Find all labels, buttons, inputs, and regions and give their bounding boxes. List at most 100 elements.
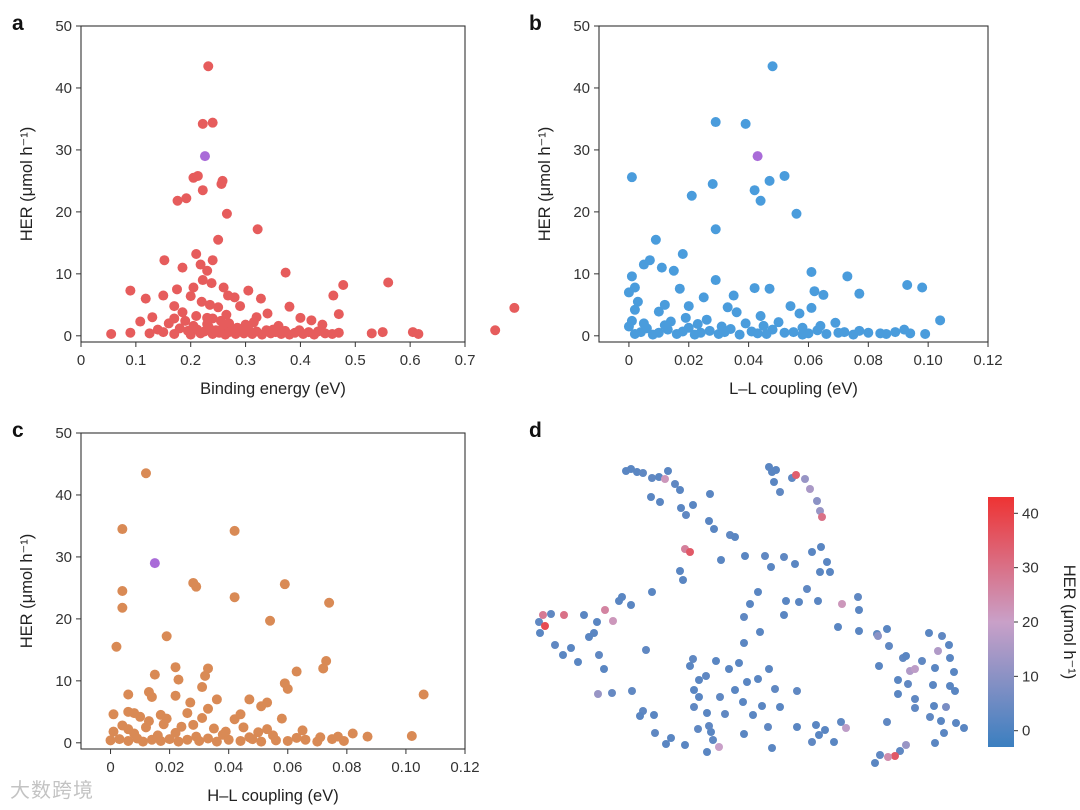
embedding-point [834, 623, 842, 631]
embedding-point [689, 655, 697, 663]
data-point [626, 172, 637, 183]
scatter-panel-c: 0 0.02 0.04 0.06 0.08 0.10 0.12 0 10 20 30 40 50 H–L … [18, 425, 480, 805]
embedding-point [876, 751, 884, 759]
data-point [170, 690, 181, 701]
data-point [755, 310, 766, 321]
embedding-point [767, 563, 775, 571]
data-point [692, 319, 703, 330]
embedding-point [911, 704, 919, 712]
data-point [935, 315, 946, 326]
embedding-point [771, 685, 779, 693]
embedding-point [642, 646, 650, 654]
embedding-point [740, 639, 748, 647]
embedding-point [740, 613, 748, 621]
embedding-point [782, 597, 790, 605]
data-point [200, 670, 211, 681]
data-point [327, 734, 338, 745]
data-point [146, 734, 157, 745]
data-point [252, 224, 263, 235]
y-axis-label: HER (μmol h⁻¹) [536, 127, 554, 241]
data-point [761, 328, 772, 339]
embedding-point [911, 695, 919, 703]
data-point [135, 316, 146, 327]
embedding-point [648, 588, 656, 596]
data-point [785, 301, 796, 312]
data-point [677, 249, 688, 260]
data-point [347, 728, 358, 739]
colorbar-tick-label: 0 [1022, 723, 1030, 740]
embedding-point [951, 687, 959, 695]
data-point [291, 732, 302, 743]
data-point [413, 328, 424, 339]
embedding-point [911, 665, 919, 673]
embedding-point [770, 478, 778, 486]
embedding-point [795, 598, 803, 606]
data-point [182, 708, 193, 719]
embedding-point [904, 680, 912, 688]
data-point [854, 288, 865, 299]
data-point [108, 726, 119, 737]
embedding-point [823, 558, 831, 566]
data-point [629, 304, 640, 315]
data-point [176, 721, 187, 732]
embedding-point [535, 618, 543, 626]
data-point [253, 727, 264, 738]
y-tick-label: 20 [55, 204, 72, 221]
data-point [158, 327, 169, 338]
plot-frame [80, 25, 466, 343]
x-tick-label: 0.3 [235, 352, 256, 369]
data-point [229, 525, 240, 536]
embedding-point [715, 743, 723, 751]
embedding-point [826, 568, 834, 576]
embedding-point [754, 675, 762, 683]
embedding-point [854, 593, 862, 601]
embedding-point [756, 628, 764, 636]
data-point [125, 327, 136, 338]
embedding-point [650, 711, 658, 719]
embedding-point [931, 664, 939, 672]
embedding-point [813, 497, 821, 505]
data-point [229, 592, 240, 603]
embedding-point [815, 731, 823, 739]
data-point [180, 315, 191, 326]
embedding-point [628, 687, 636, 695]
x-tick-label: 0.02 [674, 352, 703, 369]
embedding-point [739, 698, 747, 706]
data-point [779, 327, 790, 338]
embedding-point [580, 611, 588, 619]
x-axis-label: Binding energy (eV) [200, 380, 346, 398]
y-tick-label: 20 [55, 611, 72, 628]
data-point [362, 731, 373, 742]
data-point [680, 312, 691, 323]
data-point [677, 326, 688, 337]
data-point [211, 736, 222, 747]
panel-label-b: b [529, 12, 542, 35]
watermark-text: 大数跨境 [10, 778, 94, 802]
data-point [698, 292, 709, 303]
data-point [791, 208, 802, 219]
data-point [174, 323, 185, 334]
colorbar: HER (μmol h⁻¹) 0 10 20 30 40 [988, 497, 1078, 747]
y-axis-label: HER (μmol h⁻¹) [18, 534, 36, 648]
data-point [207, 117, 218, 128]
data-point [659, 320, 670, 331]
data-point [172, 284, 182, 295]
data-point [123, 724, 134, 735]
data-point [229, 292, 240, 303]
colorbar-gradient [988, 497, 1014, 747]
data-point [123, 689, 134, 700]
embedding-point [594, 690, 602, 698]
embedding-point [712, 657, 720, 665]
embedding-point [559, 651, 567, 659]
data-point [149, 669, 160, 680]
embedding-point [741, 552, 749, 560]
data-point [716, 321, 727, 332]
y-axis-label: HER (μmol h⁻¹) [18, 127, 36, 241]
data-point [188, 320, 199, 331]
highlight-point [199, 151, 210, 162]
embedding-scatter-panel-d [535, 463, 968, 767]
embedding-point [837, 718, 845, 726]
data-point [192, 170, 203, 181]
data-point [105, 735, 116, 746]
data-point [243, 285, 254, 296]
